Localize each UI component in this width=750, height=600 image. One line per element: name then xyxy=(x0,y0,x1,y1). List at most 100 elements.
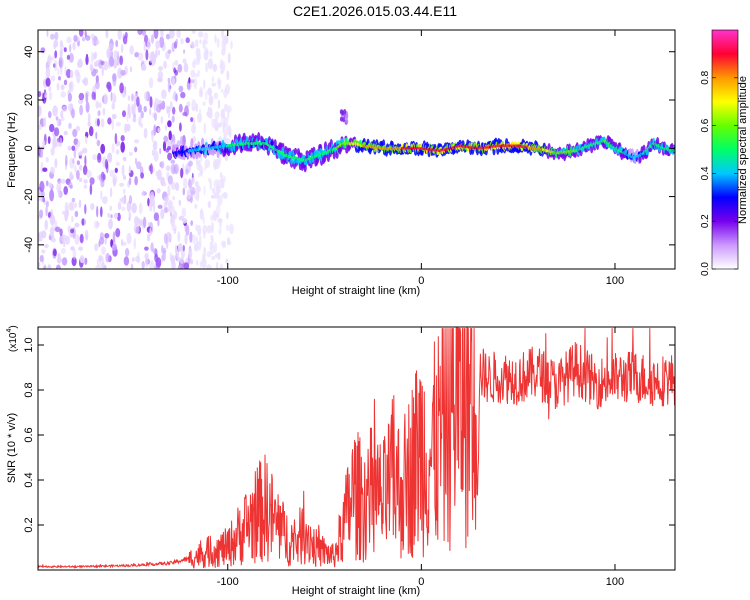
spectrogram-cell xyxy=(95,117,98,127)
spectrogram-cell xyxy=(120,69,126,76)
spectrogram-cell xyxy=(129,45,134,55)
spectrogram-cell xyxy=(78,177,83,182)
spectrogram-cell xyxy=(172,196,176,201)
spectrogram-cell xyxy=(54,140,57,149)
spectrogram-cell xyxy=(163,60,167,69)
spectrogram-cell xyxy=(216,203,221,216)
spectrogram-cell xyxy=(74,164,77,173)
spectrogram-cell xyxy=(84,257,88,265)
spectrogram-cell xyxy=(89,177,95,185)
spectrogram-cell xyxy=(42,139,46,150)
spectrogram-cell xyxy=(85,135,88,145)
spectrogram-cell xyxy=(193,243,199,252)
spectrogram-cell xyxy=(160,30,164,38)
spectrogram-cell xyxy=(196,185,202,193)
spectrogram-cell xyxy=(74,234,80,245)
spectrogram-cell xyxy=(88,126,94,137)
spectrogram-cell xyxy=(201,137,205,147)
spectrogram-cell xyxy=(182,244,185,252)
spectrogram-cell xyxy=(167,81,171,93)
spectrogram-cell xyxy=(111,92,117,104)
spectrogram-cell xyxy=(134,216,139,226)
spectrogram-cell xyxy=(54,226,61,233)
spectrogram-cell xyxy=(208,94,214,106)
spectrogram-cell xyxy=(74,202,77,209)
spectrogram-cell xyxy=(81,36,86,42)
spectrogram-cell xyxy=(72,128,78,138)
spectrogram-cell xyxy=(215,261,219,269)
spectrogram-cell xyxy=(174,59,179,66)
spectrogram-cell xyxy=(257,132,261,142)
spectrogram-cell xyxy=(226,211,229,220)
spectrogram-cell xyxy=(223,103,229,112)
spectrogram-cell xyxy=(83,179,88,184)
spectrogram-cell xyxy=(94,243,99,252)
spectrogram-cell xyxy=(131,106,136,116)
spectrogram-cell xyxy=(214,34,217,44)
spectrogram-cell xyxy=(209,50,213,58)
spectrogram-cell xyxy=(114,167,118,173)
spectrogram-cell xyxy=(66,54,70,60)
spectrogram-cell xyxy=(157,49,161,56)
spectrogram-cell xyxy=(61,247,66,255)
spectrogram-cell xyxy=(108,43,114,50)
spectrogram-cell xyxy=(96,205,99,218)
spectrogram-cell xyxy=(96,139,101,147)
spectrogram-cell xyxy=(117,30,122,40)
spectrogram-cell xyxy=(157,204,163,209)
spectrogram-cell xyxy=(109,169,115,177)
spectrogram-cell xyxy=(117,67,123,79)
spectrogram-cell xyxy=(214,123,219,132)
spectrogram-cell xyxy=(128,151,133,156)
spectrogram-cell xyxy=(214,111,220,119)
spectrogram-cell xyxy=(160,176,165,186)
spectrogram-cell xyxy=(138,202,143,215)
spectrogram-cell xyxy=(54,50,58,59)
spectrogram-cell xyxy=(105,252,110,263)
spectrogram-cell xyxy=(126,232,132,245)
spectrogram-cell xyxy=(115,40,119,48)
spectrogram-cell xyxy=(163,196,170,202)
spectrogram-cell xyxy=(59,228,63,237)
spectrogram-cell xyxy=(203,79,206,90)
spectrogram-cell xyxy=(167,146,171,151)
spectrogram-cell xyxy=(163,233,168,245)
spectrogram-cell xyxy=(211,187,216,194)
spectrogram-cell xyxy=(212,210,218,222)
spectrogram-cell xyxy=(167,120,172,128)
spectrogram-cell xyxy=(219,63,224,70)
spectrogram-cell xyxy=(221,30,225,40)
spectrogram-cell xyxy=(108,218,113,230)
spectrogram-cell xyxy=(182,218,188,224)
spectrogram-cell xyxy=(45,156,49,163)
snr-ytick-label: 0.8 xyxy=(23,382,35,397)
spectrogram-cell xyxy=(134,157,138,165)
spectrogram-cell xyxy=(126,111,129,123)
spectrogram-cell xyxy=(217,218,223,223)
spectrogram-cell xyxy=(210,214,214,221)
colorbar-tick-label: 0.2 xyxy=(700,214,711,228)
colorbar-ticks: 0.0 0.2 0.4 0.6 0.8 xyxy=(700,70,738,276)
spectrogram-cell xyxy=(143,105,147,113)
spectrogram-cell xyxy=(38,124,43,131)
snr-ytick-label: 0.2 xyxy=(23,517,35,532)
spectrogram-cell xyxy=(48,86,52,92)
spectrogram-cell xyxy=(203,122,206,135)
spectrogram-cell xyxy=(206,225,212,234)
spectrogram-cell xyxy=(155,40,161,49)
spectrogram-cell xyxy=(66,36,72,44)
spectrogram-cell xyxy=(169,30,175,39)
spectrogram-cell xyxy=(72,158,75,164)
spectrogram-cell xyxy=(293,147,298,155)
spectrogram-cell xyxy=(53,39,59,48)
spectrogram-cell xyxy=(204,159,210,169)
spectrogram-cell xyxy=(128,195,133,205)
spectrogram-cell xyxy=(160,208,165,220)
spectrogram-cell xyxy=(44,219,48,231)
spectrogram-cell xyxy=(217,122,223,128)
spectrogram-cell xyxy=(201,257,207,269)
spectrogram-cell xyxy=(82,165,88,176)
spectrogram-cell xyxy=(72,42,76,51)
snr-xtick-label: 100 xyxy=(606,576,624,588)
colorbar-tick-label: 0.4 xyxy=(700,166,711,180)
